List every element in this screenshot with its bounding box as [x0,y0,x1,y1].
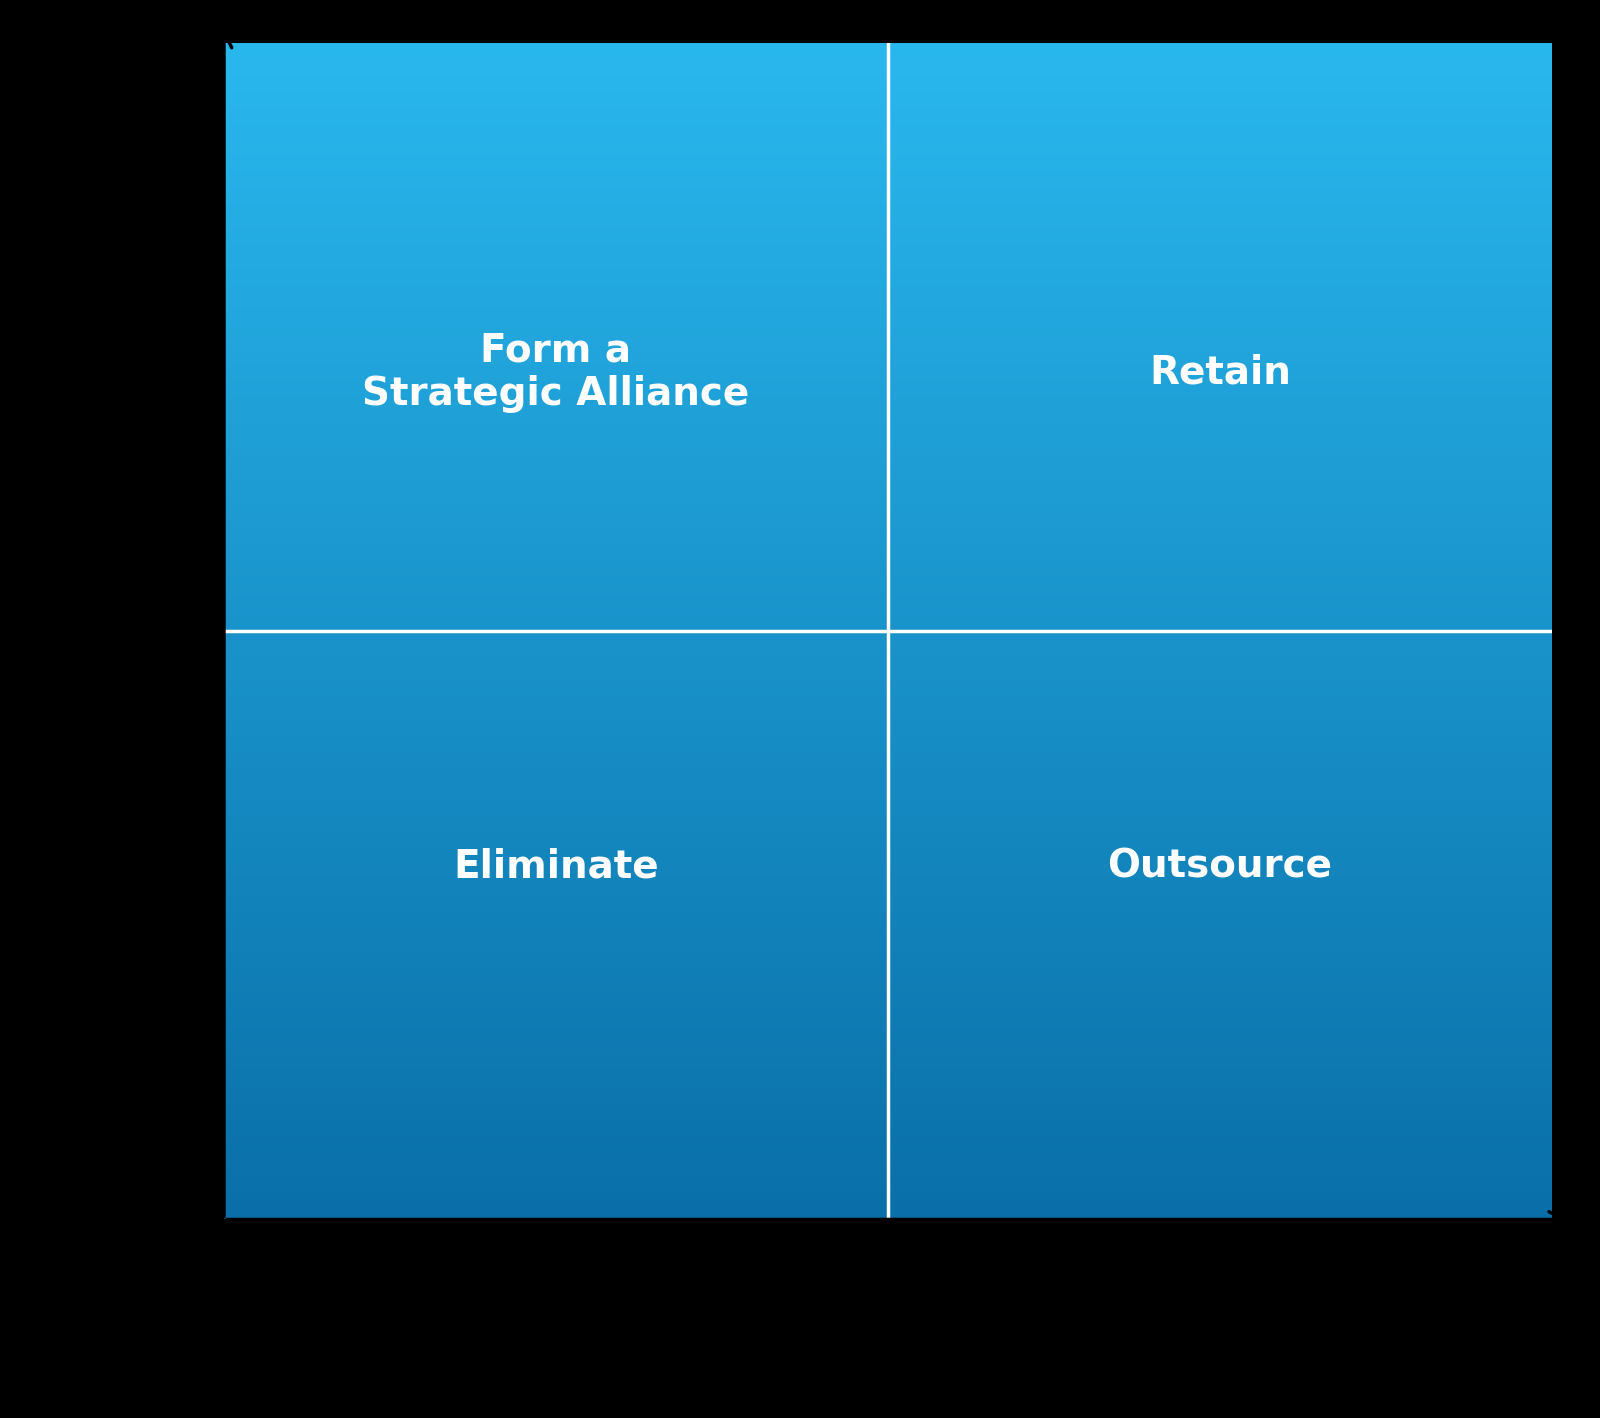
Text: Strategic Importance: Strategic Importance [74,457,102,805]
Text: High: High [1518,1245,1586,1271]
Text: Outsource: Outsource [1107,848,1333,885]
Text: Low: Low [194,1245,254,1271]
Text: Retain: Retain [1149,353,1291,391]
Text: Contribution to Operational Performance: Contribution to Operational Performance [550,1312,1226,1340]
Text: Form a
Strategic Alliance: Form a Strategic Alliance [362,330,750,413]
Text: Low: Low [146,1207,205,1232]
Text: Eliminate: Eliminate [453,848,659,885]
Text: High: High [136,30,205,55]
